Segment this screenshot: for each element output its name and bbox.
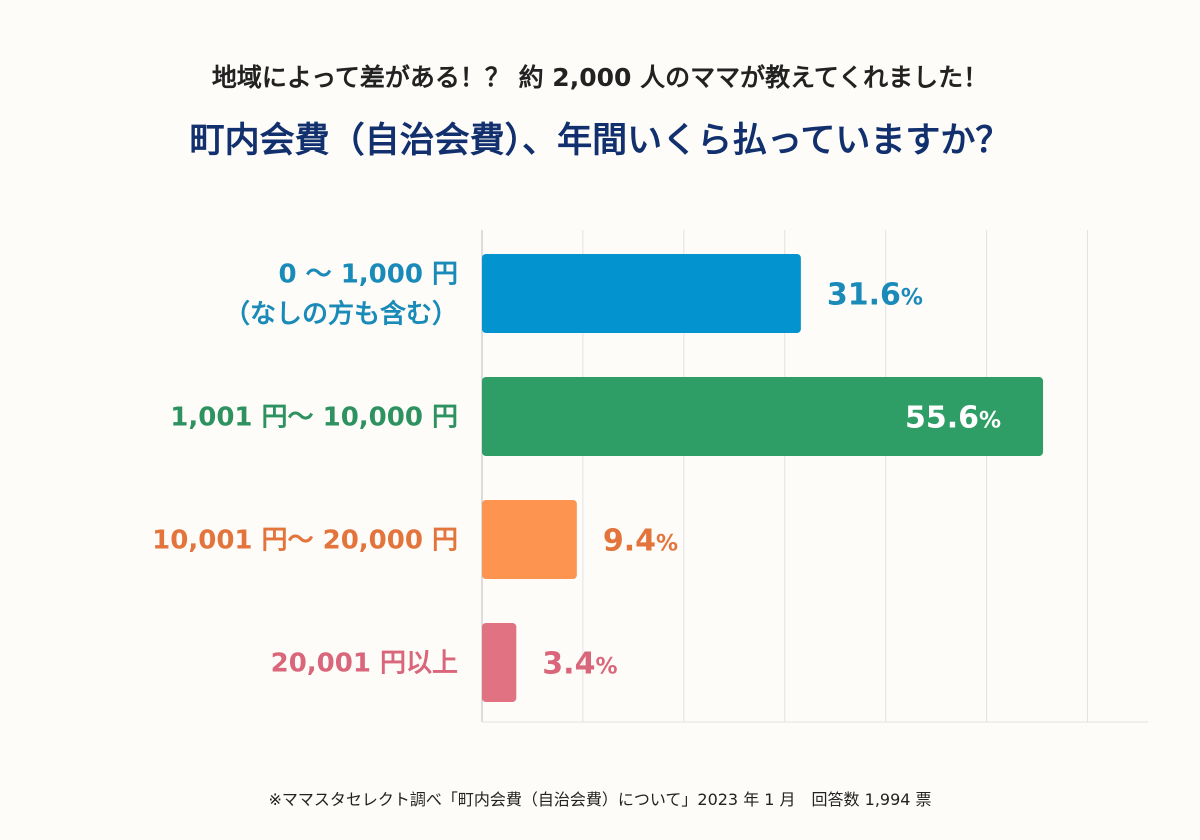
footnote: ※ママスタセレクト調べ「町内会費（自治会費）について」2023 年 1 月 回答… (268, 790, 932, 809)
value-label: 9.4% (603, 524, 678, 559)
chart-title: 町内会費（自治会費）、年間いくら払っていますか？ (189, 121, 1011, 161)
bar (482, 623, 517, 702)
bar (482, 500, 577, 579)
category-label: 10,001 円〜 20,000 円 (152, 526, 458, 556)
bar (482, 377, 1044, 456)
value-label: 3.4% (542, 647, 617, 682)
bar (482, 254, 801, 333)
chart-subtitle: 地域によって差がある！？ 約 2,000 人のママが教えてくれました！ (211, 63, 989, 92)
category-label: 1,001 円〜 10,000 円 (170, 403, 458, 433)
value-label: 31.6% (827, 278, 923, 313)
category-label: 0 〜 1,000 円 (279, 260, 459, 290)
category-label: （なしの方も含む） (224, 299, 458, 330)
category-label: 20,001 円以上 (271, 649, 458, 679)
value-label: 55.6% (905, 401, 1001, 436)
